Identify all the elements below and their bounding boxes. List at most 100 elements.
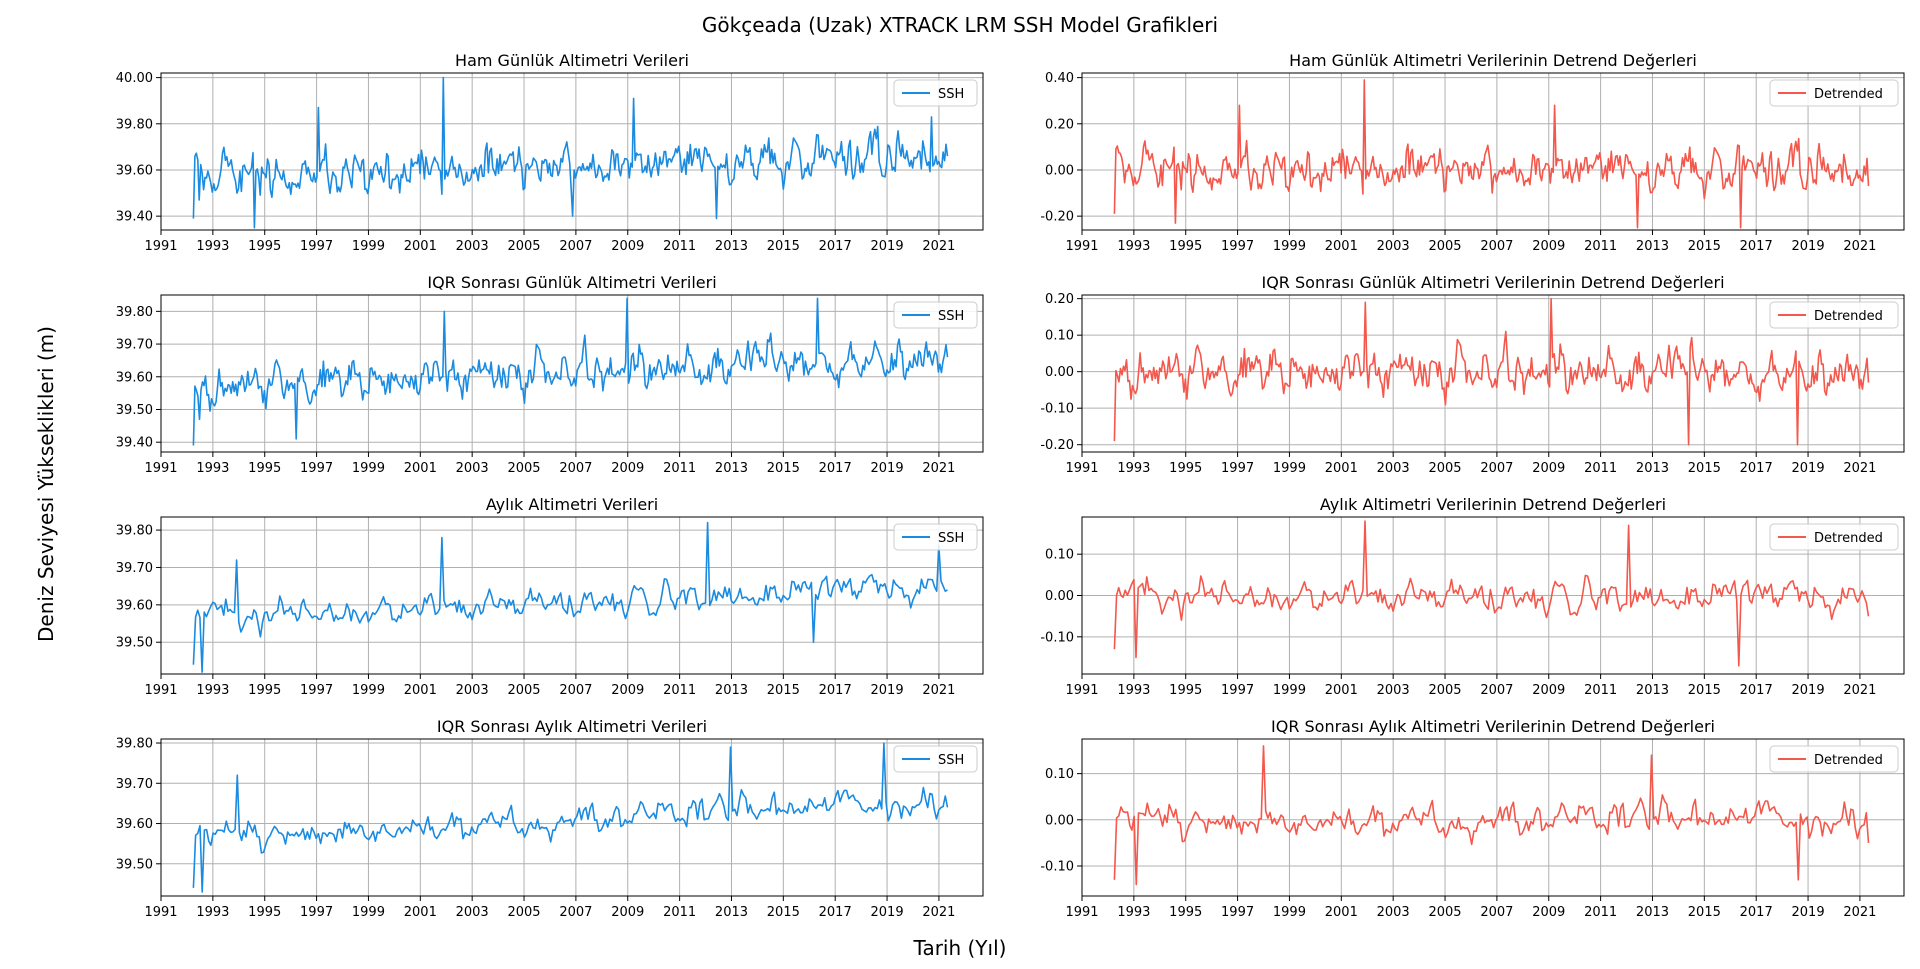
- x-tick-label: 1997: [300, 683, 333, 698]
- x-tick-label: 2015: [767, 461, 800, 476]
- y-tick-label: 39.50: [116, 403, 153, 418]
- x-tick-label: 1997: [300, 461, 333, 476]
- x-tick-label: 2017: [819, 239, 852, 254]
- axes-frame: [1081, 738, 1905, 897]
- x-tick-label: 2013: [1636, 683, 1669, 698]
- x-tick-label: 2013: [1636, 239, 1669, 254]
- y-tick-label: 39.70: [116, 777, 153, 792]
- legend-box: [1769, 79, 1899, 107]
- x-tick-label: 1995: [248, 905, 281, 920]
- y-tick-label: -0.10: [1040, 630, 1074, 645]
- x-tick-label: 2003: [456, 461, 489, 476]
- y-tick-label: 0.00: [1045, 589, 1074, 604]
- y-tick-label: 39.80: [116, 737, 153, 752]
- subplot-title: IQR Sonrası Aylık Altimetri Verilerinin …: [1271, 717, 1715, 736]
- x-tick-label: 2011: [663, 461, 696, 476]
- x-tick-label: 1997: [300, 905, 333, 920]
- subplot-title: Aylık Altimetri Verileri: [486, 495, 658, 514]
- series-line-ssh: [192, 297, 949, 446]
- y-tick-label: 0.00: [1045, 365, 1074, 380]
- x-tick-label: 2001: [404, 905, 437, 920]
- x-tick-label: 2021: [922, 905, 955, 920]
- y-tick-label: 0.40: [1045, 71, 1074, 86]
- x-tick-label: 2019: [1792, 239, 1825, 254]
- x-tick-label: 2017: [1740, 683, 1773, 698]
- x-tick-label: 2005: [507, 461, 540, 476]
- y-tick-label: 0.10: [1045, 767, 1074, 782]
- x-tick-label: 2007: [559, 461, 592, 476]
- series-line-detrended: [1113, 745, 1870, 886]
- y-tick-label: 39.60: [116, 163, 153, 178]
- x-tick-label: 1995: [1169, 683, 1202, 698]
- legend-label: SSH: [938, 87, 964, 102]
- x-tick-label: 1999: [1273, 683, 1306, 698]
- x-tick-label: 1999: [1273, 905, 1306, 920]
- x-tick-label: 1991: [1065, 683, 1098, 698]
- legend-label: Detrended: [1814, 87, 1883, 102]
- x-tick-label: 2015: [1688, 239, 1721, 254]
- legend-box: [1769, 745, 1899, 773]
- y-tick-label: -0.20: [1040, 210, 1074, 225]
- axes-frame: [160, 294, 984, 453]
- y-tick-label: 0.00: [1045, 163, 1074, 178]
- subplot-1: Ham Günlük Altimetri Verileri 1991 1993 199…: [116, 51, 984, 254]
- series-line-ssh: [192, 76, 949, 229]
- y-tick-label: 0.10: [1045, 329, 1074, 344]
- subplot-title: IQR Sonrası Aylık Altimetri Verileri: [437, 717, 707, 736]
- x-tick-label: 2009: [611, 683, 644, 698]
- x-tick-label: 2007: [559, 905, 592, 920]
- x-tick-label: 1991: [144, 683, 177, 698]
- series-line-detrended: [1113, 297, 1870, 446]
- legend-box: [1769, 301, 1899, 329]
- x-tick-label: 2013: [715, 905, 748, 920]
- x-tick-label: 1991: [144, 239, 177, 254]
- x-tick-label: 2009: [1532, 239, 1565, 254]
- y-tick-label: 39.40: [116, 436, 153, 451]
- y-tick-label: 39.40: [116, 210, 153, 225]
- x-tick-label: 2011: [1584, 461, 1617, 476]
- x-tick-label: 2003: [1377, 905, 1410, 920]
- x-tick-label: 2005: [1428, 461, 1461, 476]
- subplot-title: Aylık Altimetri Verilerinin Detrend Değe…: [1320, 495, 1666, 514]
- x-tick-label: 2001: [1325, 461, 1358, 476]
- axes-frame: [1081, 72, 1905, 231]
- x-tick-label: 2015: [767, 683, 800, 698]
- x-tick-label: 2013: [715, 461, 748, 476]
- x-tick-label: 1991: [1065, 905, 1098, 920]
- x-tick-label: 1997: [1221, 461, 1254, 476]
- x-tick-label: 2003: [1377, 239, 1410, 254]
- subplot-7: IQR Sonrası Aylık Altimetri Verileri 1991…: [116, 717, 984, 920]
- y-tick-label: -0.10: [1040, 859, 1074, 874]
- x-tick-label: 2017: [819, 461, 852, 476]
- x-tick-label: 2003: [1377, 461, 1410, 476]
- legend-box: [893, 79, 978, 107]
- x-tick-label: 1995: [1169, 461, 1202, 476]
- x-tick-label: 2013: [715, 239, 748, 254]
- x-tick-label: 1991: [1065, 461, 1098, 476]
- axes-frame: [1081, 294, 1905, 453]
- x-tick-label: 2015: [767, 905, 800, 920]
- subplot-6: Aylık Altimetri Verilerinin Detrend Değe…: [1040, 495, 1905, 698]
- x-tick-label: 2021: [1843, 683, 1876, 698]
- x-tick-label: 2001: [1325, 905, 1358, 920]
- x-tick-label: 2003: [456, 905, 489, 920]
- y-tick-label: -0.20: [1040, 438, 1074, 453]
- x-tick-label: 2019: [871, 239, 904, 254]
- x-tick-label: 2021: [922, 239, 955, 254]
- x-tick-label: 2007: [1480, 239, 1513, 254]
- x-tick-label: 1995: [1169, 905, 1202, 920]
- x-tick-label: 1995: [248, 461, 281, 476]
- subplot-title: Ham Günlük Altimetri Verileri: [455, 51, 689, 70]
- x-tick-label: 2021: [922, 461, 955, 476]
- x-tick-label: 2017: [1740, 905, 1773, 920]
- x-tick-label: 2011: [663, 683, 696, 698]
- legend-label: SSH: [938, 753, 964, 768]
- x-tick-label: 1999: [1273, 239, 1306, 254]
- x-tick-label: 2001: [1325, 683, 1358, 698]
- y-tick-label: 0.00: [1045, 813, 1074, 828]
- x-tick-label: 2015: [1688, 461, 1721, 476]
- subplot-title: IQR Sonrası Günlük Altimetri Verileri: [427, 273, 716, 292]
- x-tick-label: 2021: [922, 683, 955, 698]
